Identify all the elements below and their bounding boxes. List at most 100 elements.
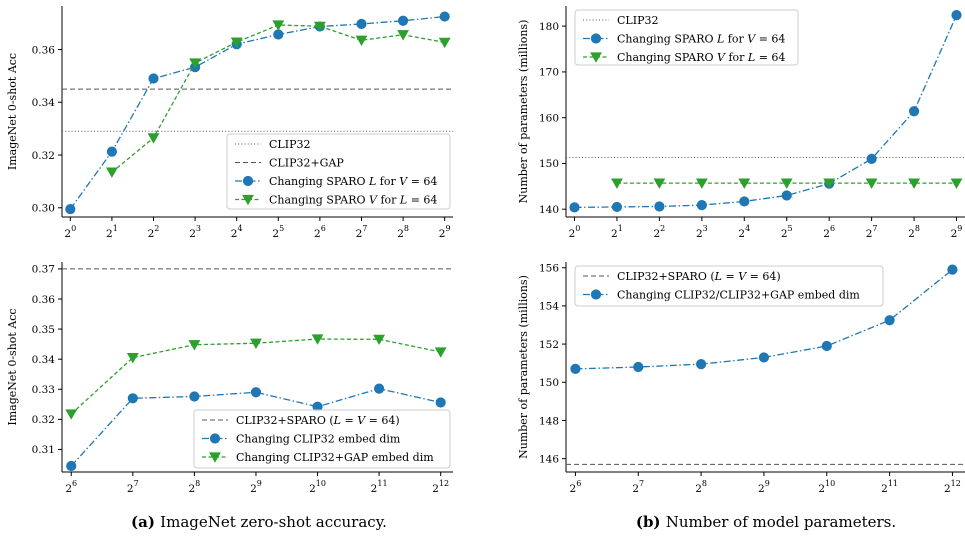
legend-label: Changing SPARO V for L = 64 <box>617 51 785 64</box>
x-tick-label: 20 <box>64 224 76 240</box>
data-point <box>781 190 792 201</box>
x-tick-label: 25 <box>272 224 284 240</box>
data-point <box>611 201 623 213</box>
y-tick-label: 0.36 <box>32 294 56 306</box>
y-tick-label: 152 <box>539 339 559 351</box>
x-tick-label: 29 <box>951 224 963 240</box>
data-point <box>951 10 962 21</box>
legend-marker <box>590 289 602 300</box>
data-point <box>397 15 409 26</box>
y-axis-label: Number of parameters (millions) <box>517 275 530 459</box>
data-point <box>188 340 201 351</box>
series-line <box>574 14 958 209</box>
x-tick-label: 23 <box>189 224 201 240</box>
y-tick-label: 0.34 <box>32 97 56 109</box>
legend-marker <box>209 433 221 444</box>
y-tick-label: 180 <box>539 21 559 33</box>
series-line <box>69 15 445 210</box>
y-tick-label: 0.32 <box>32 150 55 162</box>
y-tick-label: 0.33 <box>32 384 55 396</box>
y-tick-label: 150 <box>539 377 559 389</box>
x-tick-label: 23 <box>696 224 708 240</box>
legend: CLIP32 Changing SPARO L for V = 64 Changin… <box>574 9 799 66</box>
legend-frame <box>226 133 451 210</box>
x-tick-label: 22 <box>653 224 665 240</box>
legend-label: CLIP32 <box>269 138 310 151</box>
x-tick-label: 20 <box>569 224 581 240</box>
data-point <box>695 359 707 370</box>
data-point <box>105 167 118 178</box>
legend-frame <box>574 265 884 307</box>
x-tick-label: 22 <box>148 224 160 240</box>
legend-label: Changing SPARO L for V = 64 <box>269 175 437 188</box>
data-point <box>230 37 243 48</box>
data-point <box>611 178 623 189</box>
y-tick-label: 0.31 <box>32 444 55 456</box>
data-point <box>127 393 138 404</box>
x-tick-label: 28 <box>397 224 409 240</box>
data-point <box>356 18 367 30</box>
data-point <box>397 30 410 41</box>
legend-label: Changing SPARO V for L = 64 <box>269 194 437 207</box>
data-point <box>250 338 262 349</box>
data-point <box>273 29 284 40</box>
x-tick-label: 28 <box>695 479 707 495</box>
data-point <box>434 347 447 358</box>
y-tick-label: 170 <box>539 67 559 79</box>
legend-label: CLIP32+SPARO (L = V = 64) <box>236 414 400 427</box>
data-point <box>374 383 385 394</box>
legend-label: Changing CLIP32 embed dim <box>236 433 401 446</box>
y-tick-label: 148 <box>539 415 559 427</box>
x-tick-label: 29 <box>758 479 770 495</box>
data-point <box>355 35 368 47</box>
data-point <box>147 133 160 144</box>
data-point <box>189 58 202 69</box>
chart-panel-4: 146 148 150 152 154 156 26 27 28 29 210 211 212 Numbe… <box>517 262 965 495</box>
legend-marker <box>590 52 602 63</box>
y-axis-label: ImageNet 0-shot Acc <box>6 308 19 425</box>
data-point <box>65 409 78 420</box>
legend: CLIP32+SPARO (L = V = 64) Changing CLIP32… <box>574 265 884 307</box>
data-point <box>823 178 836 189</box>
y-axis-label: Number of parameters (millions) <box>517 20 530 204</box>
y-tick-label: 0.35 <box>32 324 55 336</box>
y-tick-label: 0.32 <box>32 414 55 426</box>
legend-frame <box>574 9 799 66</box>
figure-caption: (b) Number of model parameters. <box>636 513 896 531</box>
x-tick-label: 210 <box>309 479 326 495</box>
data-point <box>65 203 76 215</box>
x-tick-label: 26 <box>314 224 326 240</box>
data-point <box>908 106 920 117</box>
data-point <box>758 352 770 363</box>
legend-marker <box>242 175 254 187</box>
data-point <box>272 20 285 31</box>
x-tick-label: 26 <box>823 224 835 240</box>
y-tick-label: 160 <box>539 112 559 124</box>
y-tick-label: 0.34 <box>32 354 56 366</box>
x-tick-label: 27 <box>866 224 878 240</box>
x-tick-label: 29 <box>439 224 451 240</box>
x-tick-label: 26 <box>570 479 582 495</box>
data-point <box>738 178 751 189</box>
data-point <box>435 397 446 408</box>
x-tick-label: 21 <box>106 224 118 240</box>
x-tick-label: 28 <box>188 479 200 495</box>
data-point <box>313 21 326 33</box>
x-tick-label: 211 <box>881 479 898 495</box>
data-point <box>66 460 77 472</box>
legend-label: CLIP32+GAP <box>269 157 344 170</box>
x-tick-label: 24 <box>738 224 750 240</box>
legend-marker <box>242 194 254 206</box>
x-tick-label: 210 <box>818 479 835 495</box>
legend-label: Changing SPARO L for V = 64 <box>617 33 785 46</box>
data-point <box>821 340 832 352</box>
x-tick-label: 212 <box>432 479 449 495</box>
legend-marker <box>209 452 221 463</box>
data-point <box>950 178 963 189</box>
x-tick-label: 29 <box>250 479 262 495</box>
data-point <box>653 178 666 189</box>
data-point <box>439 11 450 22</box>
chart-panel-2: 140 150 160 170 180 20 21 22 23 24 25 26 27 28 29 Numbe… <box>517 6 965 240</box>
x-tick-label: 212 <box>944 479 961 495</box>
